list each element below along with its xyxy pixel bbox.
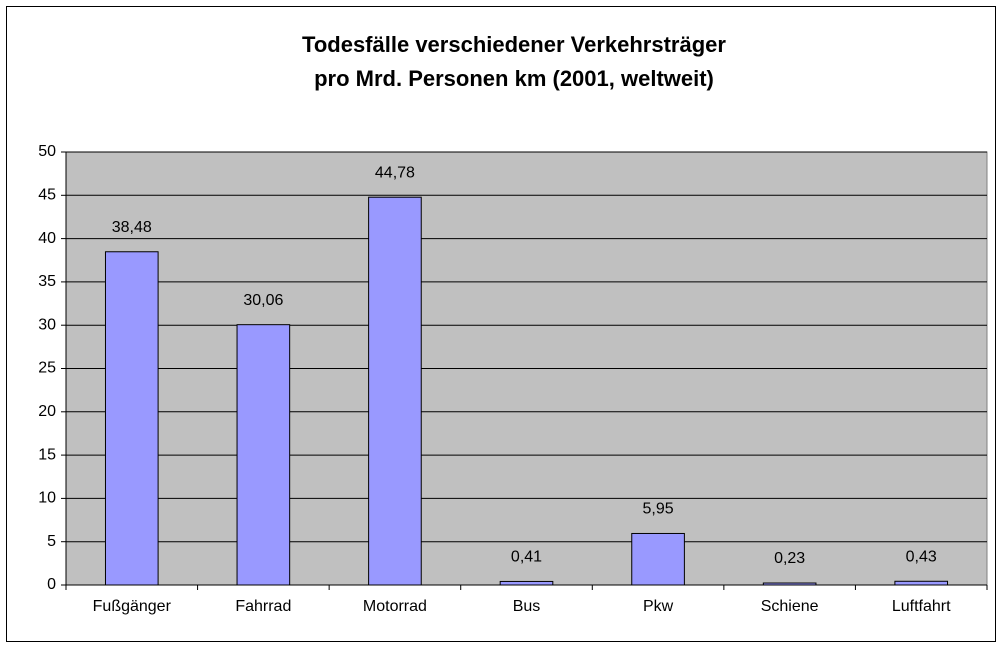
y-tick-label: 20 — [38, 403, 56, 420]
data-label: 44,78 — [375, 164, 415, 181]
data-label: 30,06 — [243, 292, 283, 309]
bar — [894, 580, 949, 586]
y-tick-label: 5 — [47, 533, 56, 550]
bar — [236, 324, 291, 586]
y-tick-label: 0 — [47, 576, 56, 593]
x-tick-label: Schiene — [761, 598, 819, 615]
bar — [368, 196, 422, 586]
y-tick-label: 10 — [38, 490, 56, 507]
y-tick-label: 25 — [38, 360, 56, 377]
bar — [104, 251, 159, 586]
data-label: 0,23 — [774, 550, 805, 567]
x-tick-label: Pkw — [643, 598, 674, 615]
y-tick-label: 40 — [38, 230, 56, 247]
x-tick-label: Motorrad — [363, 598, 427, 615]
data-label: 5,95 — [643, 501, 674, 518]
bar — [631, 532, 685, 586]
bar — [762, 582, 817, 586]
chart-title: pro Mrd. Personen km (2001, weltweit) — [314, 66, 714, 91]
data-label: 0,43 — [906, 548, 937, 565]
x-tick-label: Bus — [513, 598, 541, 615]
bar — [499, 580, 554, 586]
data-label: 38,48 — [112, 219, 152, 236]
x-tick-label: Fußgänger — [93, 598, 172, 615]
x-tick-label: Luftfahrt — [892, 598, 951, 615]
data-label: 0,41 — [511, 549, 542, 566]
y-tick-label: 50 — [38, 143, 56, 160]
chart-title: Todesfälle verschiedener Verkehrsträger — [302, 32, 726, 57]
y-tick-label: 45 — [38, 187, 56, 204]
y-tick-label: 35 — [38, 273, 56, 290]
y-tick-label: 15 — [38, 446, 56, 463]
y-tick-label: 30 — [38, 316, 56, 333]
x-tick-label: Fahrrad — [235, 598, 291, 615]
